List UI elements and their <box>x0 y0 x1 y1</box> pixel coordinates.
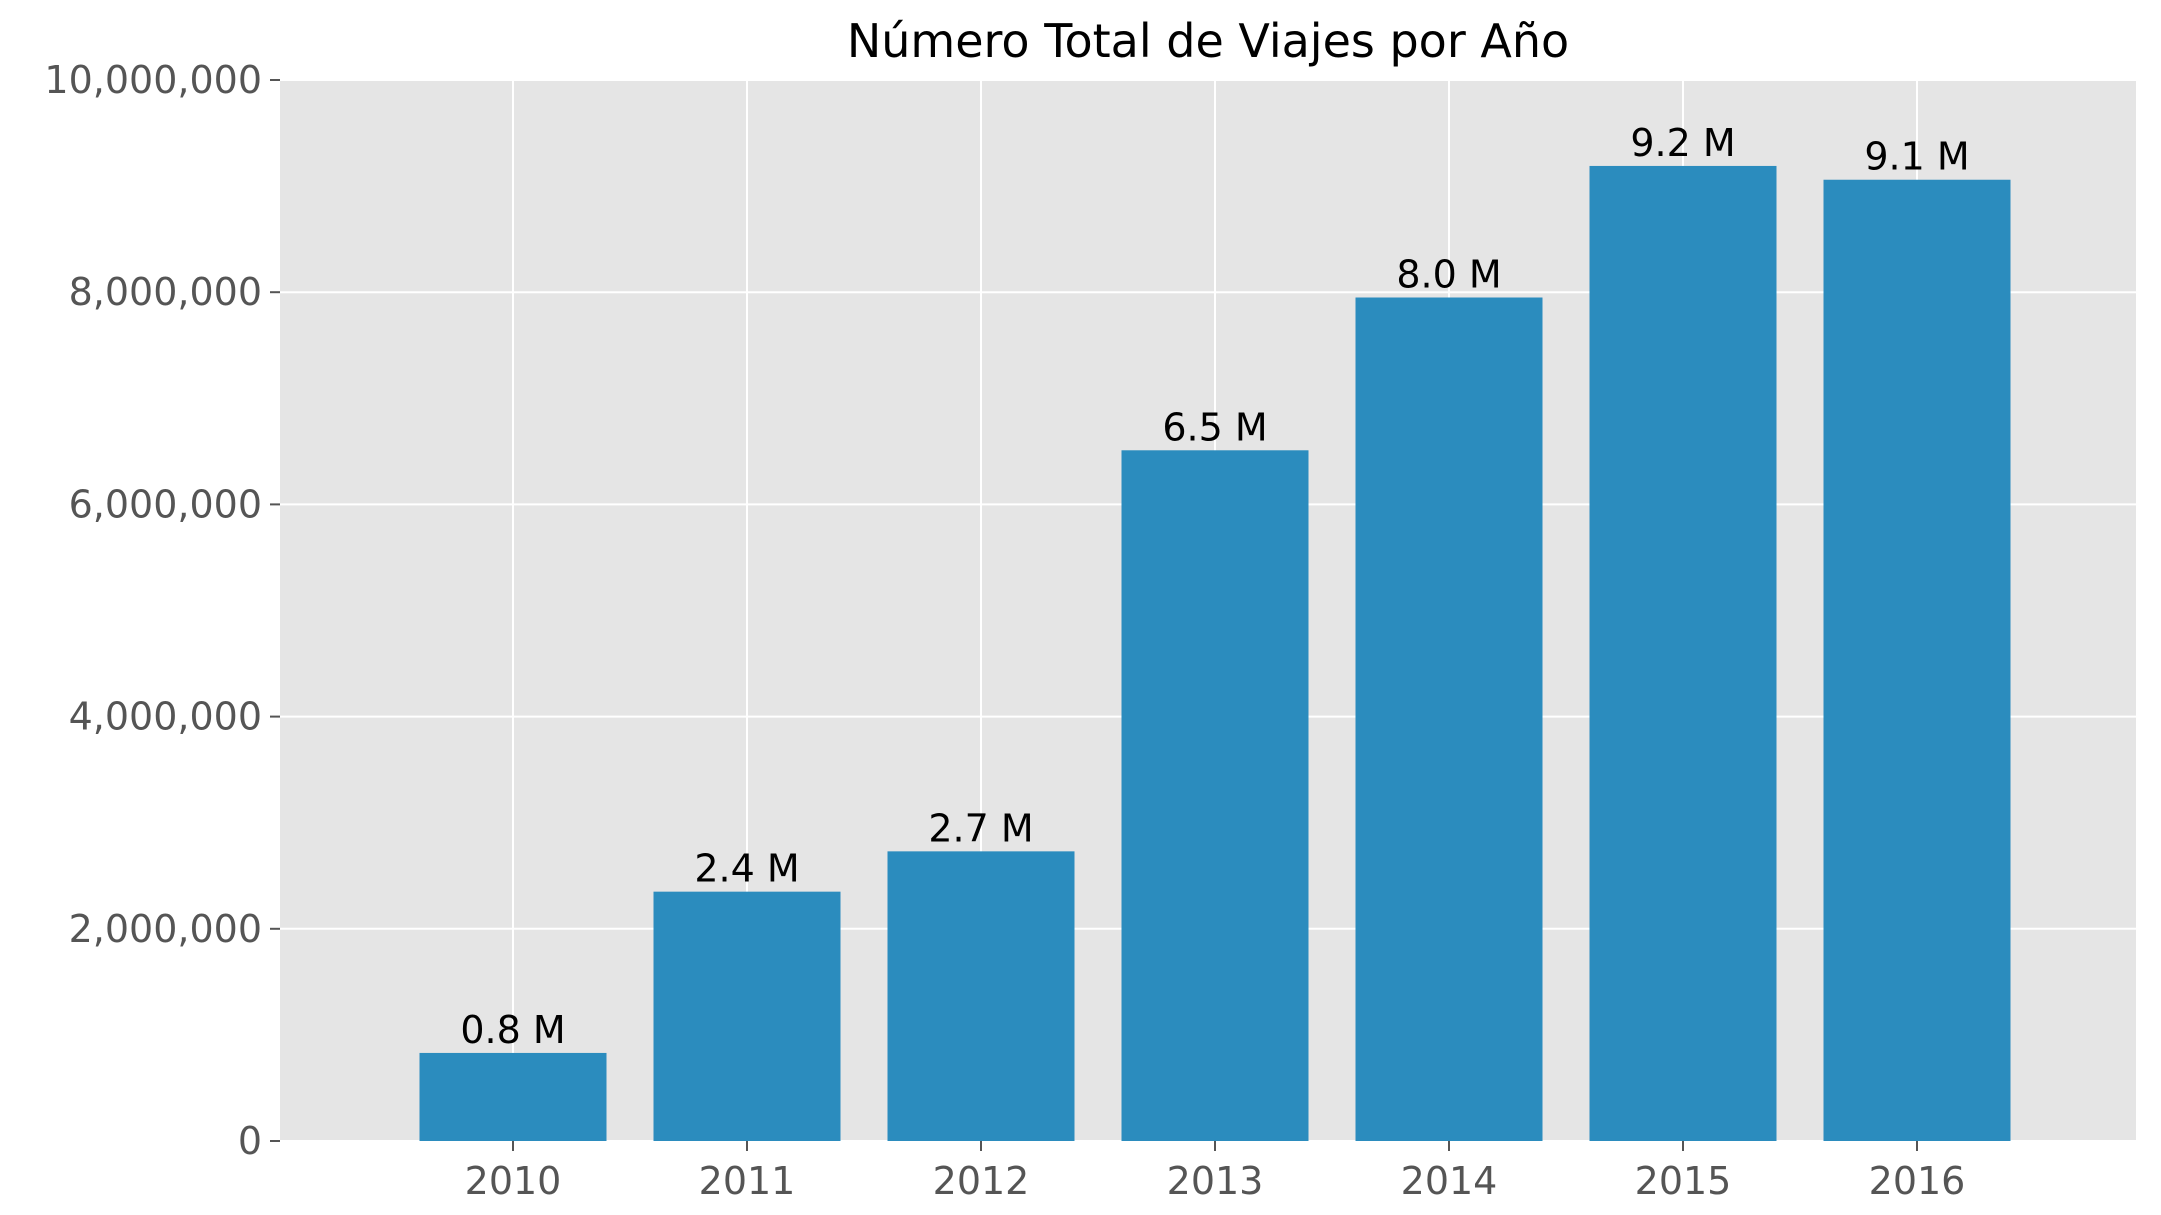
x-tick-label: 2016 <box>1869 1159 1966 1203</box>
x-tick-label: 2010 <box>465 1159 562 1203</box>
y-tick-label: 10,000,000 <box>44 58 262 102</box>
data-label-2012: 2.7 M <box>928 806 1033 850</box>
y-tick-label: 8,000,000 <box>69 270 262 314</box>
data-label-2016: 9.1 M <box>1864 135 1969 179</box>
x-tick-label: 2011 <box>699 1159 796 1203</box>
bar-2014 <box>1355 297 1543 1141</box>
data-label-2013: 6.5 M <box>1162 405 1267 449</box>
chart-title: Número Total de Viajes por Año <box>847 14 1569 68</box>
x-tick-label: 2013 <box>1167 1159 1264 1203</box>
data-label-2015: 9.2 M <box>1630 121 1735 165</box>
y-tick-label: 0 <box>238 1119 262 1163</box>
y-tick-label: 4,000,000 <box>69 695 262 739</box>
bar-2016 <box>1823 179 2011 1141</box>
bar-2015 <box>1589 165 1777 1142</box>
data-labels: 0.8 M 2.4 M 2.7 M 6.5 M 8.0 M 9.2 M 9.1 M <box>460 121 1969 1052</box>
data-label-2010: 0.8 M <box>460 1008 565 1052</box>
data-label-2014: 8.0 M <box>1396 253 1501 297</box>
y-tick-label: 6,000,000 <box>69 482 262 526</box>
bars <box>419 165 2011 1142</box>
data-label-2011: 2.4 M <box>694 847 799 891</box>
x-tick-label: 2015 <box>1635 1159 1732 1203</box>
x-axis: 2010 2011 2012 2013 2014 2015 2016 <box>465 1141 1966 1203</box>
x-tick-label: 2012 <box>933 1159 1030 1203</box>
bar-2013 <box>1121 450 1309 1141</box>
bar-2011 <box>653 891 841 1141</box>
y-tick-label: 2,000,000 <box>69 907 262 951</box>
bar-2012 <box>887 851 1075 1141</box>
y-axis: 0 2,000,000 4,000,000 6,000,000 8,000,000 10,… <box>44 58 280 1163</box>
x-tick-label: 2014 <box>1401 1159 1498 1203</box>
bar-2010 <box>419 1052 607 1141</box>
